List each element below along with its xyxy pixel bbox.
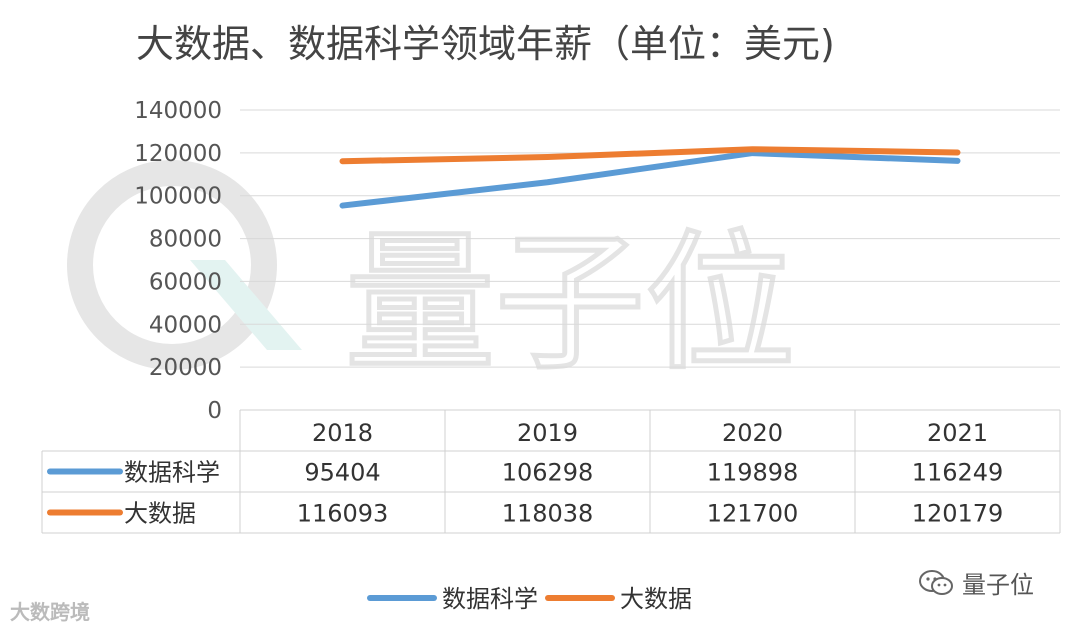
chart-title: 大数据、数据科学领域年薪（单位：美元)	[136, 22, 835, 66]
footer-right-logo-text: 量子位	[962, 571, 1034, 599]
data-label: 95404	[304, 459, 380, 487]
watermark-text: 量子位	[345, 217, 795, 391]
footer-right-logo: 量子位	[918, 565, 1034, 600]
data-label: 116093	[297, 500, 389, 528]
table-series-label: 数据科学	[124, 459, 220, 487]
y-tick-label: 40000	[149, 312, 222, 338]
data-label: 120179	[912, 500, 1004, 528]
data-label: 121700	[707, 500, 799, 528]
y-tick-label: 0	[207, 398, 222, 424]
data-label: 118038	[502, 500, 594, 528]
data-table: 2018 2019 2020 2021 数据科学 95404 106298 119898 116…	[41, 409, 1061, 534]
y-tick-label: 60000	[149, 269, 222, 295]
y-tick-label: 120000	[134, 141, 222, 167]
series-lines	[339, 146, 961, 209]
watermark-slash-icon	[190, 260, 302, 350]
legend-label: 大数据	[620, 585, 692, 613]
y-axis: 140000 120000 100000 80000 60000 40000 20000 0	[134, 98, 222, 424]
watermark-circle-icon	[67, 160, 277, 370]
series-line-0	[339, 150, 961, 209]
data-label: 116249	[912, 459, 1004, 487]
watermark: 量子位	[67, 160, 798, 394]
data-label: 119898	[707, 459, 799, 487]
x-tick-label: 2021	[927, 419, 988, 447]
table-series-label: 大数据	[124, 500, 196, 528]
y-tick-label: 20000	[149, 355, 222, 381]
footer-left-logo: 大数跨境	[10, 596, 90, 625]
x-tick-label: 2018	[312, 419, 373, 447]
legend: 数据科学 大数据	[367, 585, 692, 613]
legend-label: 数据科学	[442, 585, 538, 613]
data-label: 106298	[502, 459, 594, 487]
wechat-icon	[919, 569, 953, 595]
y-tick-label: 100000	[134, 184, 222, 210]
x-tick-label: 2020	[722, 419, 783, 447]
y-tick-label: 140000	[134, 98, 222, 124]
footer-left-logo-text: 大数跨境	[10, 600, 90, 624]
x-tick-label: 2019	[517, 419, 578, 447]
y-tick-label: 80000	[149, 227, 222, 253]
series-line-1	[339, 146, 961, 165]
